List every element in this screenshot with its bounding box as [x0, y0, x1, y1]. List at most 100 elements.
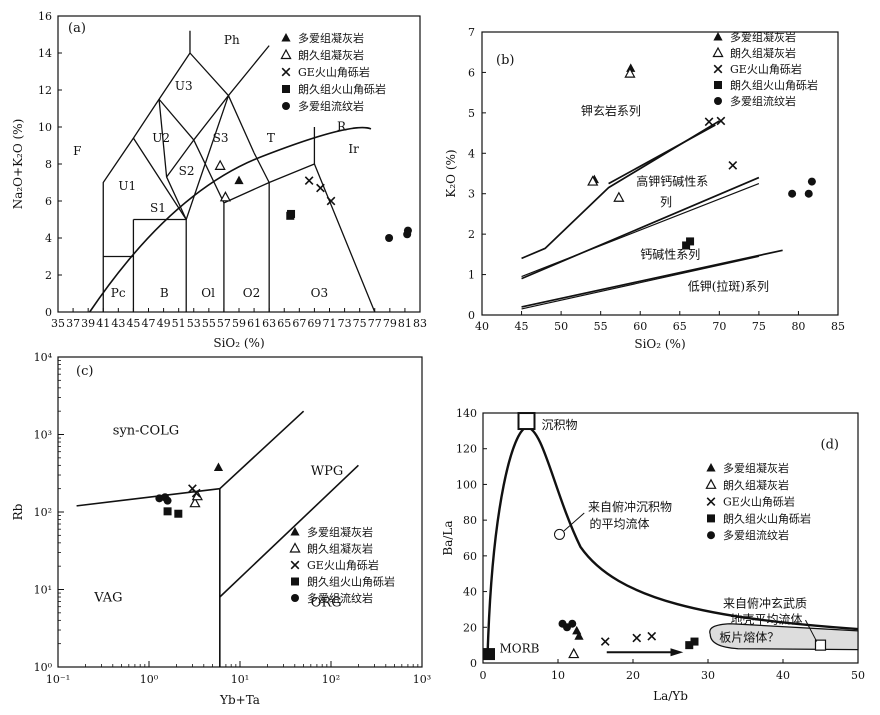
a-xtick-label: 71: [323, 317, 337, 330]
a-xtick-label: 83: [413, 317, 427, 330]
c-ytick-label: 10¹: [34, 584, 52, 597]
c-boundary-wpg: [219, 410, 305, 490]
a-xtick-label: 81: [398, 317, 412, 330]
a-ytick-label: 14: [38, 47, 52, 60]
a-legend-marker: [282, 102, 290, 110]
a-xtick-label: 69: [307, 317, 321, 330]
c-boundary-org: [219, 464, 359, 598]
a-xtick-label: 37: [66, 317, 80, 330]
b-ylabel: K₂O (%): [444, 149, 458, 197]
c-xtick-label: 10²: [322, 673, 340, 686]
c-xtick-label: 10⁻¹: [46, 673, 70, 686]
d-ylabel: Ba/La: [441, 520, 455, 555]
c-legend-marker: [291, 577, 299, 586]
b-ca-upper: [521, 249, 783, 308]
d-point-filled-square: [685, 641, 694, 650]
d-legend-marker: [706, 463, 716, 472]
c-field-label: ORG: [311, 596, 342, 611]
b-field-label: 列: [660, 195, 672, 209]
a-legend-marker: [281, 33, 291, 42]
c-point-open-triangle: [189, 496, 201, 508]
a-xlabel: SiO₂ (%): [213, 336, 264, 350]
b-point-cross: [728, 161, 738, 170]
a-field-label: B: [160, 286, 169, 300]
a-field-label: Ol: [201, 286, 215, 300]
a-field-label: S2: [179, 164, 195, 178]
a-point-cross: [316, 183, 325, 193]
d-sediment-fluid-marker: [554, 528, 565, 540]
d-annotation: 板片熔体？: [719, 630, 779, 645]
d-legend-marker: [707, 514, 715, 523]
a-ytick-label: 6: [45, 195, 52, 208]
a-point-filled-triangle: [234, 175, 244, 185]
c-ylabel: Rb: [11, 503, 25, 520]
b-legend-label: 朗久组凝灰岩: [730, 46, 796, 60]
c-legend-label: 朗久组火山角砾岩: [307, 575, 395, 589]
d-ytick-label: 20: [463, 621, 477, 634]
c-field-label: syn-COLG: [113, 424, 179, 439]
c-legend-label: GE火山角砾岩: [307, 558, 379, 572]
a-boundary-s2right: [193, 139, 225, 204]
d-ytick-label: 100: [456, 478, 477, 491]
a-legend-label: 朗久组火山角砾岩: [298, 82, 386, 96]
panel-a: 35 37 39 41 43 45 47 49 51 53 55 57 59 61 63 65 67 69 71 73…: [11, 10, 427, 350]
a-ytick-label: 16: [38, 10, 52, 23]
c-point-filled-square: [174, 509, 183, 518]
a-boundary-left: [102, 30, 191, 312]
c-point-cross: [191, 488, 201, 498]
b-xtick-label: 70: [712, 320, 726, 333]
d-point-cross: [632, 633, 642, 643]
b-ytick-label: 5: [468, 107, 475, 120]
c-plot-frame: [57, 356, 423, 668]
b-ytick-label: 0: [468, 309, 475, 322]
d-point-filled-triangle: [574, 631, 584, 640]
b-xtick-label: 80: [791, 320, 805, 333]
b-ytick-label: 1: [468, 269, 475, 282]
a-ytick-label: 12: [38, 84, 52, 97]
d-point-open-triangle: [568, 647, 580, 659]
a-xtick-label: 55: [202, 317, 216, 330]
a-xtick-label: 43: [111, 317, 125, 330]
a-xtick-label: 63: [262, 317, 276, 330]
a-xtick-label: 67: [292, 317, 306, 330]
b-shoshonite-upper: [608, 124, 716, 185]
b-xtick-label: 65: [673, 320, 687, 333]
a-boundary-s3: [227, 95, 255, 154]
a-field-label: S3: [213, 131, 229, 145]
a-xtick-label: 53: [187, 317, 201, 330]
c-ytick-label: 10²: [34, 506, 52, 519]
a-legend-label: 朗久组凝灰岩: [298, 48, 364, 62]
a-xtick-label: 47: [142, 317, 156, 330]
b-legend-marker: [712, 46, 724, 58]
b-legend-marker: [713, 32, 723, 41]
c-field-label: WPG: [311, 464, 344, 479]
a-xtick-label: 49: [157, 317, 171, 330]
b-point-filled-square: [686, 237, 695, 246]
d-morb-endmember: [483, 648, 495, 661]
c-legend-label: 多爱组流纹岩: [307, 591, 373, 605]
b-field-label: 钾玄岩系列: [581, 103, 641, 118]
b-point-filled-circle: [804, 189, 813, 198]
d-point-cross: [600, 637, 610, 646]
a-xtick-label: 65: [277, 317, 291, 330]
d-annotation: MORB: [500, 641, 540, 655]
a-panel-label: (a): [68, 21, 86, 36]
a-boundary-u3: [158, 98, 195, 141]
b-point-filled-circle: [807, 177, 816, 186]
b-legend-label: 多爱组凝灰岩: [730, 30, 796, 44]
a-plot-frame: [57, 15, 421, 313]
d-ytick-label: 60: [463, 550, 477, 563]
c-ytick-label: 10⁰: [34, 661, 53, 674]
a-xtick-label: 51: [172, 317, 186, 330]
a-xtick-label: 35: [51, 317, 65, 330]
b-ytick-label: 4: [468, 147, 475, 160]
a-xtick-label: 79: [383, 317, 397, 330]
d-point-filled-square: [690, 637, 699, 646]
b-shoshonite-lower: [521, 120, 720, 260]
c-legend-marker: [290, 527, 300, 536]
d-pointer-basalt-fluid: [805, 619, 818, 642]
a-boundary-trach: [223, 181, 270, 204]
b-point-filled-circle: [788, 189, 797, 198]
c-legend-label: 多爱组凝灰岩: [307, 525, 373, 539]
